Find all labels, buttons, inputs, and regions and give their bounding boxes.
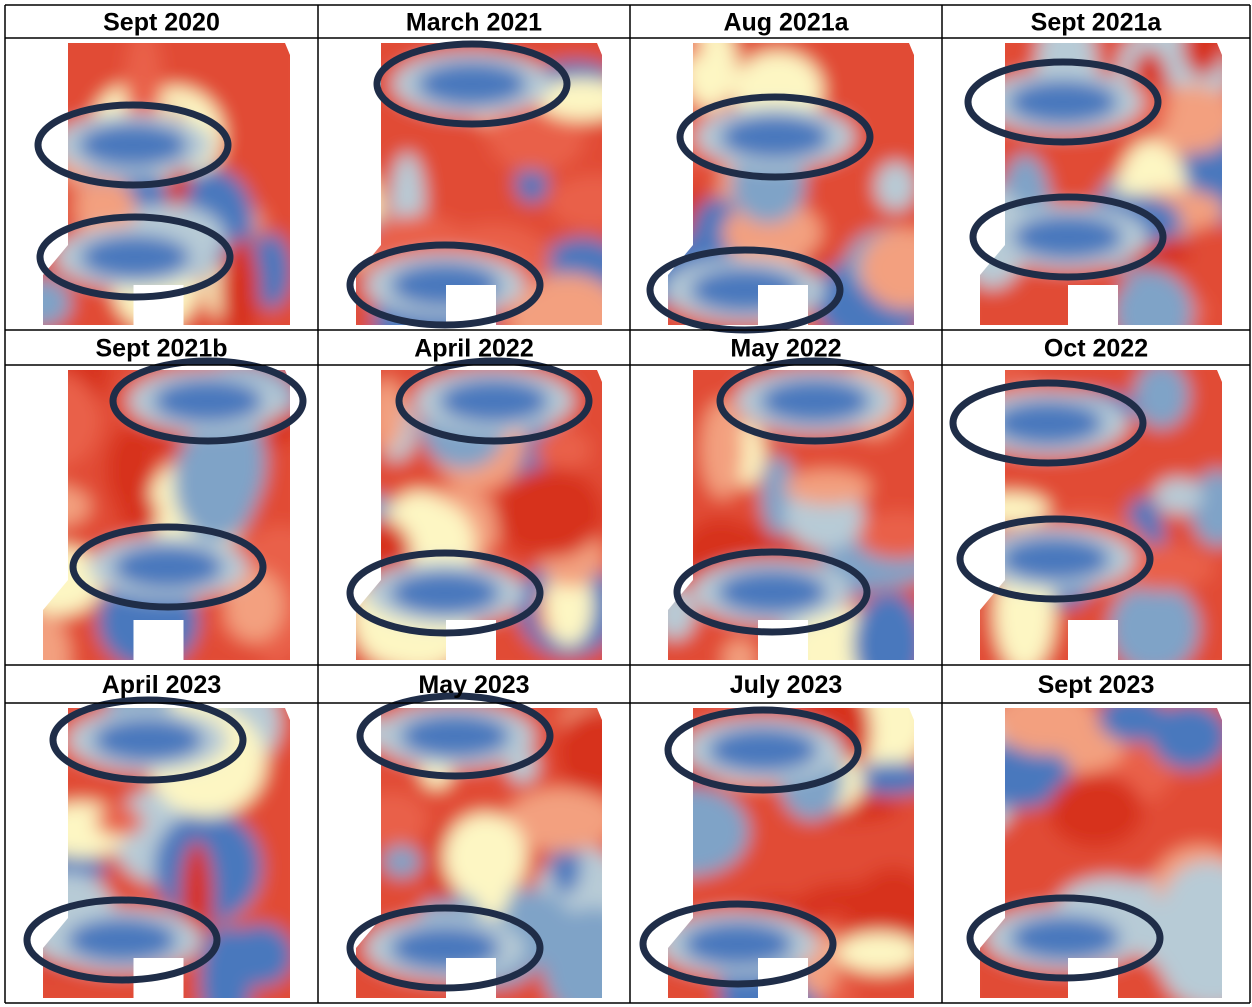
heatmap-blob xyxy=(658,61,695,101)
heatmap-blob xyxy=(1160,861,1252,965)
heatmap-blob xyxy=(708,728,818,772)
heatmap-blob xyxy=(1010,916,1120,960)
heatmap-blob xyxy=(1048,773,1143,847)
heatmap-blob xyxy=(784,470,871,505)
heatmap-blob xyxy=(95,806,143,837)
heatmap-blobs xyxy=(0,660,310,1007)
heatmap-blob xyxy=(417,62,527,106)
heatmap-blob xyxy=(549,175,640,229)
heatmap-blob xyxy=(390,571,500,615)
heatmap xyxy=(960,350,1245,680)
panel-title: March 2021 xyxy=(406,9,542,37)
heatmap-blob xyxy=(219,239,259,343)
heatmap-blob xyxy=(357,792,427,847)
heatmap-blob xyxy=(78,123,188,167)
heatmap xyxy=(632,665,938,1007)
heatmap-blob xyxy=(1013,215,1123,259)
panel-title: May 2023 xyxy=(418,671,529,699)
heatmap-blob xyxy=(439,379,549,423)
heatmap-blob xyxy=(1008,80,1118,124)
heatmap xyxy=(336,688,646,1007)
heatmap-blob xyxy=(93,718,203,762)
heatmap-blob xyxy=(1190,470,1245,547)
heatmap-blob xyxy=(635,787,749,877)
heatmap-blob xyxy=(1150,703,1228,770)
heatmap-blob xyxy=(1109,582,1199,673)
notch xyxy=(1068,620,1118,665)
heatmap-blob xyxy=(2,371,100,469)
panel-title: April 2022 xyxy=(414,335,534,363)
heatmap-blob xyxy=(1182,10,1224,76)
heatmap xyxy=(0,660,310,1007)
panel-title: Sept 2021b xyxy=(95,335,227,363)
heatmap-blob xyxy=(444,813,527,901)
heatmap-blob xyxy=(80,235,190,279)
notch xyxy=(1068,285,1118,330)
heatmap-blob xyxy=(760,379,870,423)
heatmap-blob xyxy=(153,379,263,423)
heatmap-blob xyxy=(106,426,154,514)
panel-title: Sept 2021a xyxy=(1031,9,1163,37)
heatmap-blob xyxy=(331,169,382,266)
heatmap-blob xyxy=(113,545,223,589)
heatmap-blob xyxy=(382,846,421,878)
heatmap-blob xyxy=(67,918,177,962)
panel-title: May 2022 xyxy=(730,335,841,363)
panel-title: July 2023 xyxy=(730,671,843,699)
figure-grid: Sept 2020 March 2021 Aug 2021a Sept 2021a Se… xyxy=(0,0,1252,1007)
panel-title: Aug 2021a xyxy=(723,9,849,37)
heatmap-blob xyxy=(495,467,603,559)
heatmap xyxy=(949,675,1252,1007)
panel-title: Sept 2020 xyxy=(103,9,220,37)
panel-title: Oct 2022 xyxy=(1044,335,1148,363)
notch xyxy=(134,620,184,665)
heatmap-blob xyxy=(1154,478,1203,514)
heatmap-blob xyxy=(860,228,950,309)
heatmap-blob xyxy=(993,401,1103,445)
panel-title: April 2023 xyxy=(102,671,222,699)
panel-title: Sept 2023 xyxy=(1038,671,1155,699)
heatmap-blob xyxy=(856,512,942,560)
heatmap-blobs xyxy=(632,665,938,1007)
heatmap-blob xyxy=(801,883,917,916)
heatmap-blob xyxy=(717,570,827,614)
heatmap-blob xyxy=(22,614,70,702)
heatmaps xyxy=(0,10,1252,1007)
heatmap xyxy=(959,10,1252,353)
heatmap-blob xyxy=(837,932,923,972)
heatmap-blob xyxy=(15,546,103,615)
heatmap-blob xyxy=(557,709,633,796)
heatmap-blob xyxy=(635,26,702,64)
heatmap-blob xyxy=(875,162,916,211)
heatmap xyxy=(648,350,942,700)
heatmap-blob xyxy=(10,485,90,528)
heatmap-blob xyxy=(1000,537,1110,581)
heatmap-blobs xyxy=(949,675,1252,1007)
heatmap-blob xyxy=(720,115,830,159)
heatmap-blob xyxy=(400,714,510,758)
